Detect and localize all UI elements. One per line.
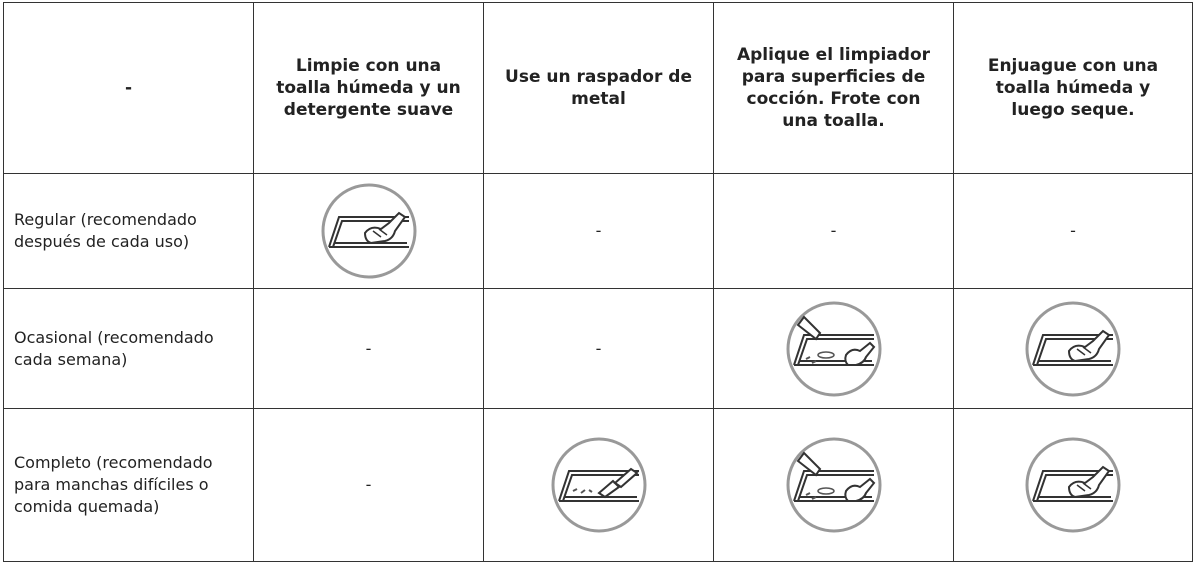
icon-cell [953,288,1193,409]
wipe-icon [1023,435,1123,535]
icon-cell [483,408,714,562]
row: Ocasional (recomendado cada semana) - - [3,288,1193,409]
cell: - [953,173,1193,289]
header-cell: - [3,2,254,174]
icon-cell [713,288,954,409]
header-cell: Aplique el limpiador para superficies de… [713,2,954,174]
cell: - [253,408,484,562]
row: Regular (recomendado después de cada uso… [3,173,1193,289]
wipe-icon [1023,299,1123,399]
row-label: Regular (recomendado después de cada uso… [3,173,254,289]
scraper-icon [549,435,649,535]
cell: - [483,173,714,289]
cleaner-icon [784,435,884,535]
header-row: - Limpie con una toalla húmeda y un dete… [3,2,1193,174]
header-cell: Limpie con una toalla húmeda y un deterg… [253,2,484,174]
header-cell: Enjuague con una toalla húmeda y luego s… [953,2,1193,174]
icon-cell [713,408,954,562]
cell: - [713,173,954,289]
row: Completo (recomendado para manchas difíc… [3,408,1193,562]
cleaner-icon [784,299,884,399]
header-cell: Use un raspador de metal [483,2,714,174]
icon-cell [253,173,484,289]
cleaning-table: - Limpie con una toalla húmeda y un dete… [3,2,1193,562]
wipe-icon [319,181,419,281]
cell: - [253,288,484,409]
row-label: Ocasional (recomendado cada semana) [3,288,254,409]
row-label: Completo (recomendado para manchas difíc… [3,408,254,562]
icon-cell [953,408,1193,562]
cell: - [483,288,714,409]
